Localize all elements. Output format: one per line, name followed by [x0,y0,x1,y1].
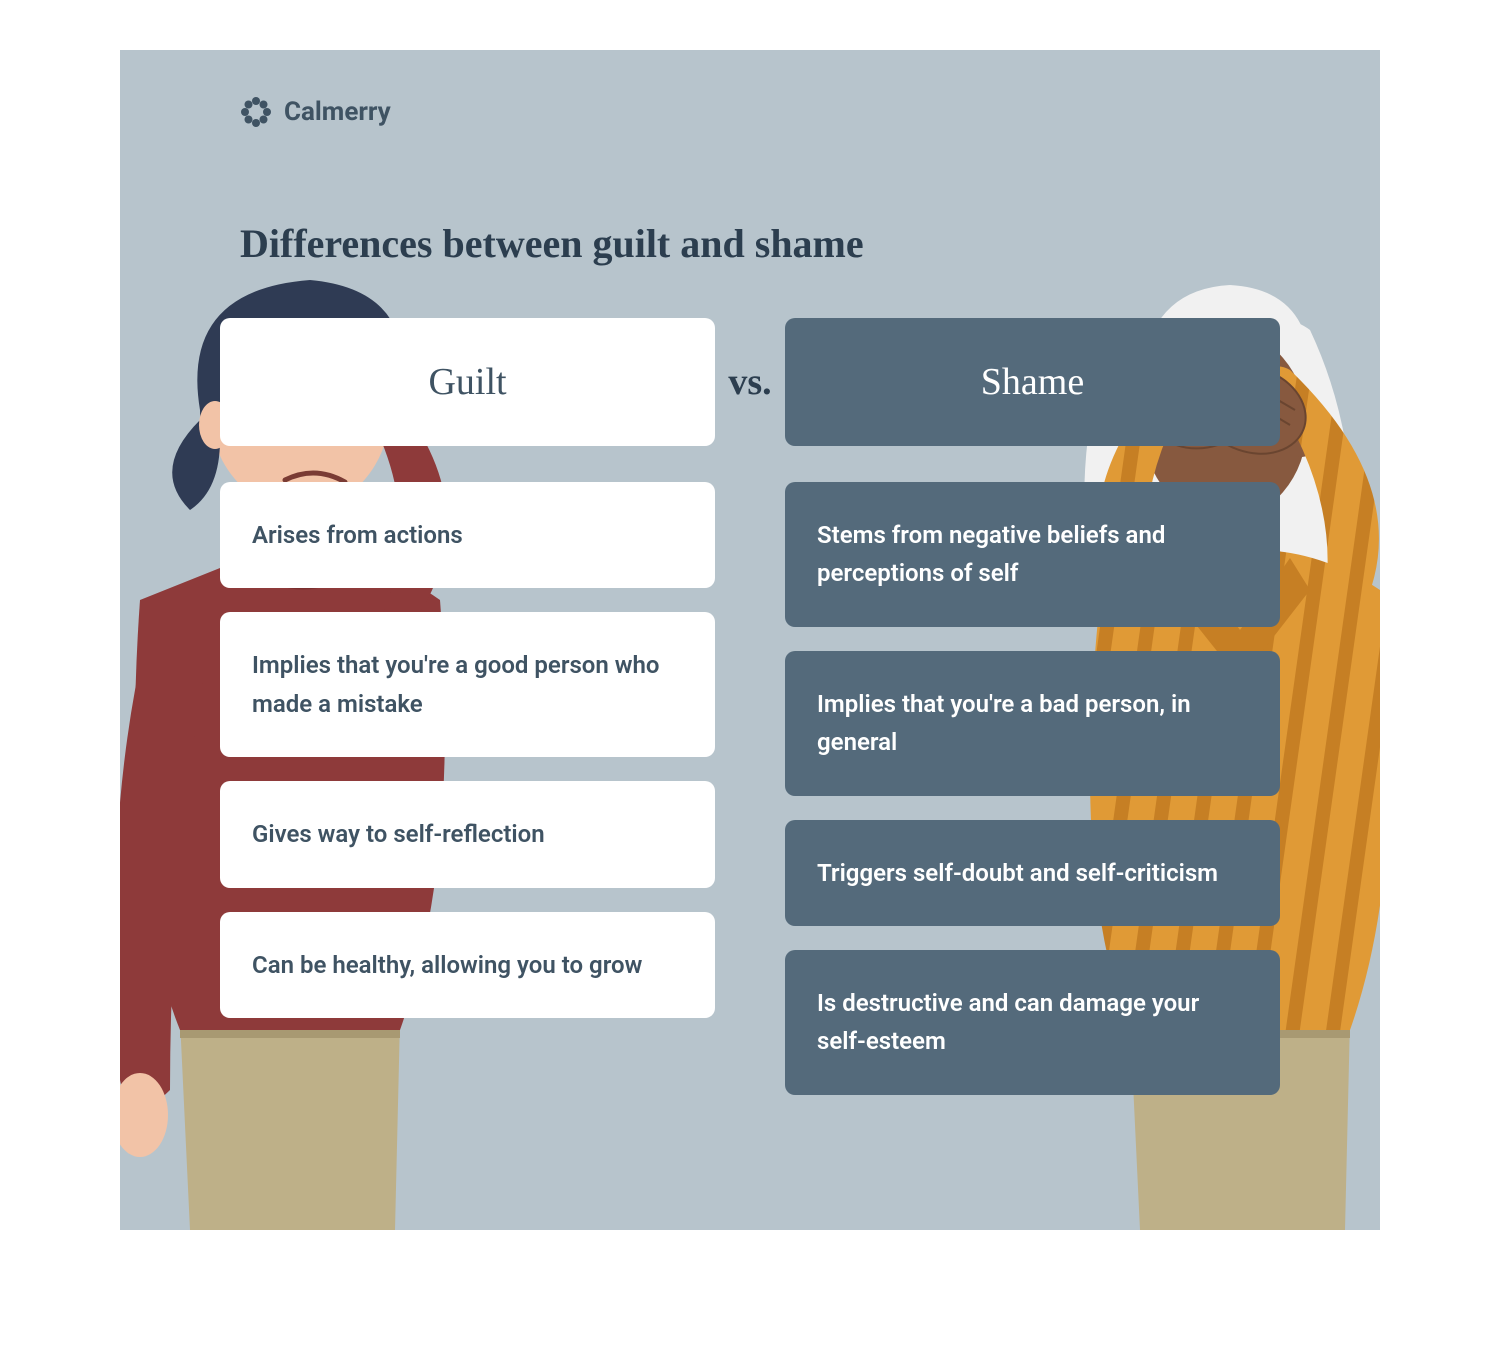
shame-header: Shame [785,318,1280,446]
shame-column: Shame Stems from negative beliefs and pe… [785,318,1280,1119]
guilt-item-3: Gives way to self-reflection [220,781,715,887]
brand-flower-icon [240,96,272,128]
vs-label: vs. [728,360,771,404]
shame-item-3: Triggers self-doubt and self-criticism [785,820,1280,926]
page-canvas: Calmerry Differences between guilt and s… [0,0,1500,1361]
guilt-item-2: Implies that you're a good person who ma… [220,612,715,757]
page-title: Differences between guilt and shame [240,220,864,267]
guilt-column: Guilt Arises from actions Implies that y… [220,318,715,1042]
guilt-item-1: Arises from actions [220,482,715,588]
shame-item-1: Stems from negative beliefs and percepti… [785,482,1280,627]
brand-logo: Calmerry [240,96,391,128]
infographic-panel: Calmerry Differences between guilt and s… [120,50,1380,1230]
shame-item-2: Implies that you're a bad person, in gen… [785,651,1280,796]
brand-name: Calmerry [284,97,391,127]
guilt-header: Guilt [220,318,715,446]
guilt-item-4: Can be healthy, allowing you to grow [220,912,715,1018]
shame-item-4: Is destructive and can damage your self-… [785,950,1280,1095]
